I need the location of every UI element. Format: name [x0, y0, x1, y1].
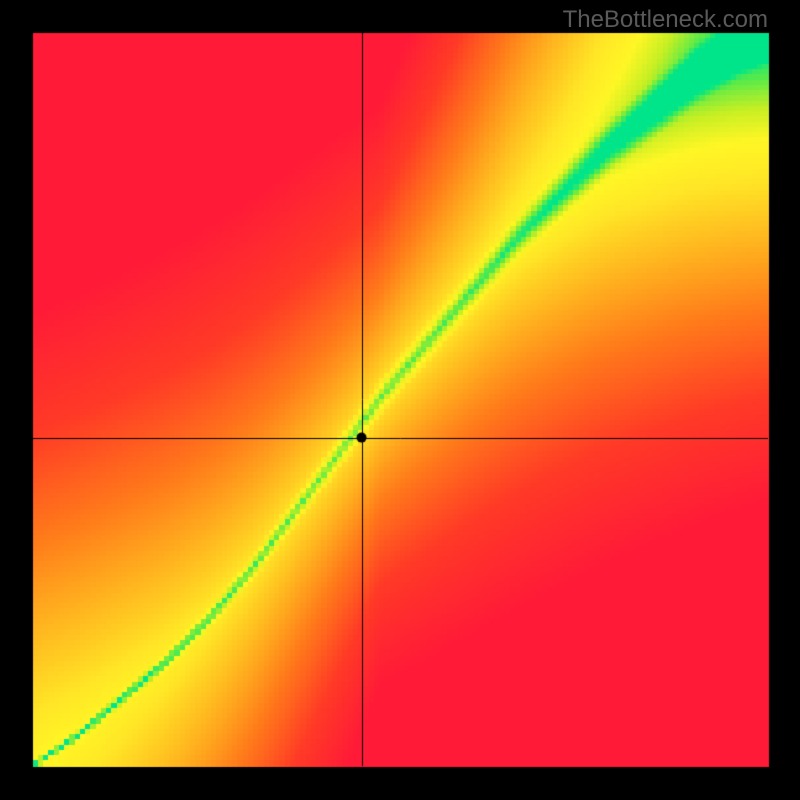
- bottleneck-heatmap: [0, 0, 800, 800]
- watermark-text: TheBottleneck.com: [563, 6, 768, 34]
- chart-container: TheBottleneck.com: [0, 0, 800, 800]
